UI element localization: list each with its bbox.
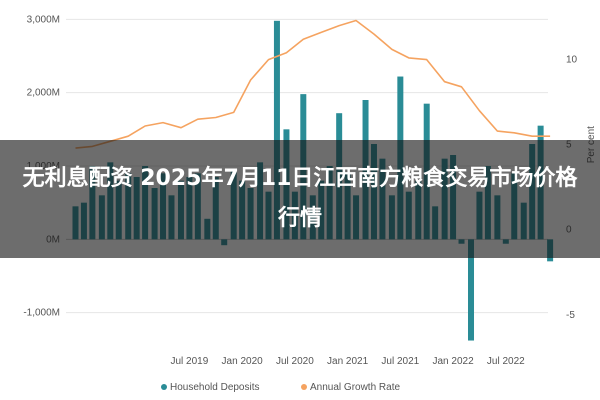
- title-banner: 无利息配资 2025年7月11日江西南方粮食交易市场价格行情: [0, 140, 600, 258]
- y-left-tick-label: 2,000M: [27, 88, 60, 99]
- x-tick-label: Jan 2020: [222, 356, 264, 367]
- y-left-tick-label: 3,000M: [27, 14, 60, 25]
- x-tick-label: Jan 2022: [432, 356, 474, 367]
- growth-line-layer: [75, 19, 551, 149]
- x-tick-label: Jul 2019: [170, 356, 208, 367]
- deposit-bar: [273, 20, 280, 240]
- legend-marker-deposits: [161, 384, 167, 390]
- legend: Household Deposits Annual Growth Rate: [161, 382, 400, 393]
- legend-marker-growth: [301, 384, 307, 390]
- x-tick-label: Jul 2022: [487, 356, 525, 367]
- y-right-tick-label: 10: [566, 55, 578, 66]
- x-tick-label: Jul 2021: [381, 356, 419, 367]
- banner-title: 无利息配资 2025年7月11日江西南方粮食交易市场价格行情: [22, 166, 578, 231]
- y-left-tick-label: -1,000M: [23, 308, 60, 319]
- deposit-bar: [468, 239, 475, 341]
- x-tick-label: Jan 2021: [327, 356, 369, 367]
- y-right-tick-label: -5: [566, 310, 575, 321]
- legend-label-growth: Annual Growth Rate: [310, 382, 400, 393]
- legend-label-deposits: Household Deposits: [170, 382, 260, 393]
- x-tick-label: Jul 2020: [276, 356, 314, 367]
- growth-rate-line: [75, 19, 551, 149]
